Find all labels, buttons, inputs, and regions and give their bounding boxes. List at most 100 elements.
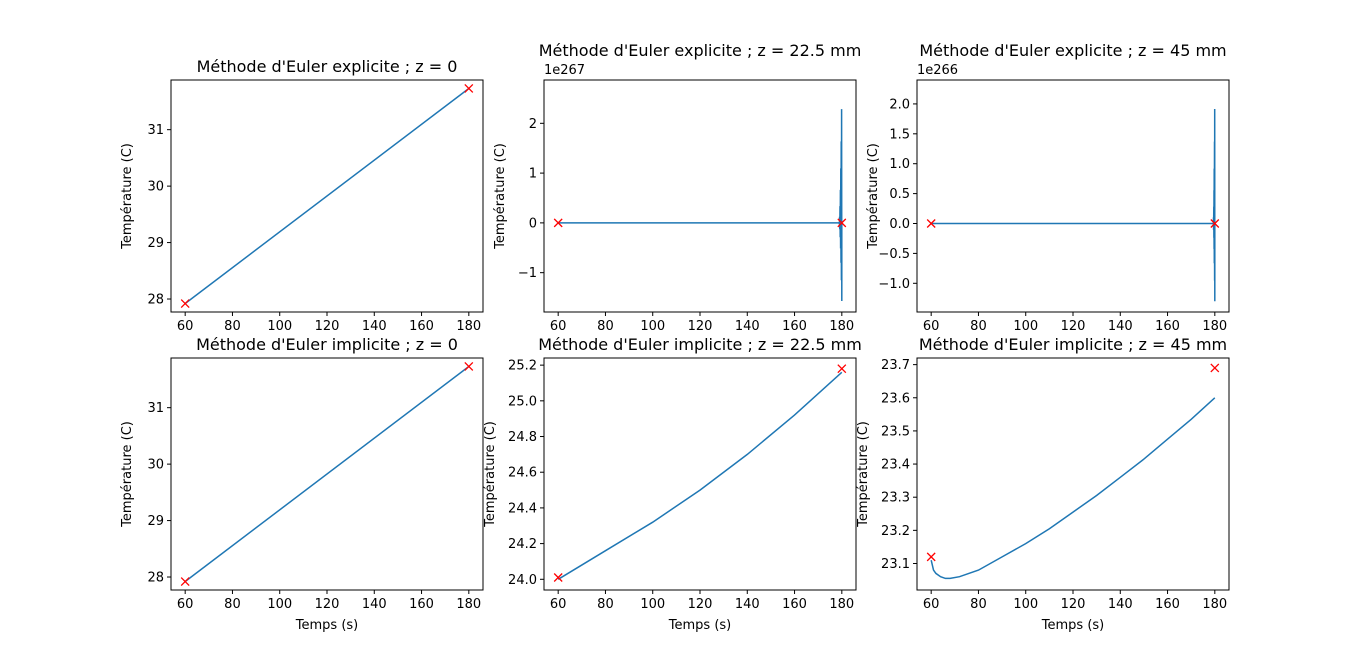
y-axis-label: Température (C)	[866, 143, 881, 250]
y-tick-label: 24.4	[508, 501, 537, 516]
y-tick-label: 1	[529, 167, 537, 182]
x-tick-label: 140	[735, 597, 760, 612]
data-marker-1	[553, 218, 563, 228]
y-tick-label: 2	[529, 117, 537, 132]
x-tick-label: 60	[177, 597, 194, 612]
x-tick-label: 120	[315, 597, 340, 612]
series-line	[558, 109, 843, 302]
x-tick-label: 140	[735, 319, 760, 334]
offset-text: 1e266	[917, 63, 958, 78]
series-line	[930, 397, 1216, 580]
data-marker-1	[180, 299, 190, 308]
data-marker-2	[464, 362, 474, 371]
chart-title: Méthode d'Euler implicite ; z = 45 mm	[919, 335, 1227, 354]
x-tick-label: 120	[1061, 319, 1086, 334]
y-tick-label: 0.0	[889, 217, 910, 232]
y-tick-label: 30	[147, 180, 164, 195]
y-axis-label: Température (C)	[483, 421, 498, 528]
x-tick-label: 140	[362, 319, 387, 334]
x-tick-label: 180	[1202, 597, 1227, 612]
x-tick-label: 160	[782, 597, 807, 612]
x-tick-label: 60	[923, 597, 940, 612]
data-marker-2	[1210, 219, 1220, 228]
axes-frame	[543, 79, 857, 313]
y-tick-label: 25.0	[508, 394, 537, 409]
y-tick-label: 30	[147, 458, 164, 473]
y-tick-label: 24.0	[508, 573, 537, 588]
x-tick-label: 140	[1108, 597, 1133, 612]
y-tick-label: 28	[147, 293, 164, 308]
chart-title: Méthode d'Euler explicite ; z = 45 mm	[919, 41, 1226, 60]
y-axis-label: Température (C)	[856, 421, 871, 528]
x-tick-label: 100	[1013, 319, 1038, 334]
data-marker-2	[837, 218, 847, 228]
x-tick-label: 140	[362, 597, 387, 612]
y-tick-label: 24.2	[508, 537, 537, 552]
subplot-1: 60 80 100 120 140 160 180 28 29 30 31 Méthode d'Eul…	[120, 57, 484, 334]
y-tick-label: 24.6	[508, 466, 537, 481]
y-axis-label: Température (C)	[120, 143, 135, 250]
x-tick-label: 180	[829, 319, 854, 334]
y-tick-label: 23.4	[881, 458, 910, 473]
offset-text: 1e267	[544, 63, 585, 78]
x-tick-label: 80	[970, 597, 987, 612]
data-marker-1	[180, 577, 190, 586]
x-tick-label: 160	[782, 319, 807, 334]
y-tick-label: 24.8	[508, 430, 537, 445]
x-axis-label: Temps (s)	[1041, 618, 1104, 633]
x-tick-label: 120	[315, 319, 340, 334]
data-marker-1	[553, 573, 563, 582]
y-tick-label: −1.0	[878, 277, 910, 292]
subplot-6: 60 80 100 120 140 160 180 23.1 23.2 23.3 23.4 23.5 2…	[856, 335, 1230, 633]
x-tick-label: 60	[177, 319, 194, 334]
x-tick-label: 80	[597, 597, 614, 612]
data-marker-1	[926, 552, 936, 562]
data-marker-2	[464, 84, 474, 93]
x-axis-label: Temps (s)	[668, 618, 731, 633]
x-axis-label: Temps (s)	[295, 618, 358, 633]
data-marker-2	[837, 364, 847, 374]
y-tick-label: 23.3	[881, 491, 910, 506]
y-tick-label: 0	[529, 216, 537, 231]
x-tick-label: 80	[597, 319, 614, 334]
data-marker-1	[926, 219, 936, 228]
x-tick-label: 60	[550, 319, 567, 334]
chart-title: Méthode d'Euler implicite ; z = 22.5 mm	[538, 335, 862, 354]
y-tick-label: 0.5	[889, 187, 910, 202]
y-tick-label: −0.5	[878, 247, 910, 262]
y-axis-label: Température (C)	[120, 421, 135, 528]
axes-frame	[916, 357, 1230, 591]
chart-title: Méthode d'Euler explicite ; z = 22.5 mm	[539, 41, 862, 60]
subplot-3: 60 80 100 120 140 160 180 −1.0 −0.5 0.0 0.5 1.0 1.5 2…	[866, 41, 1230, 334]
subplot-5: 60 80 100 120 140 160 180 24.0 24.2 24.4 24.6 24.8 2…	[483, 335, 862, 633]
y-tick-label: 28	[147, 571, 164, 586]
series-line	[184, 365, 470, 583]
subplot-4: 60 80 100 120 140 160 180 28 29 30 31 Méthode d'Eul…	[120, 335, 484, 633]
y-tick-label: 31	[147, 401, 164, 416]
y-tick-label: 31	[147, 123, 164, 138]
x-tick-label: 160	[1155, 319, 1180, 334]
y-tick-label: 2.0	[889, 97, 910, 112]
x-tick-label: 60	[550, 597, 567, 612]
x-tick-label: 100	[640, 319, 665, 334]
y-tick-label: 25.2	[508, 359, 537, 374]
y-tick-label: 23.2	[881, 524, 910, 539]
data-marker-2	[1210, 363, 1220, 373]
x-tick-label: 180	[456, 597, 481, 612]
axes-frame	[916, 79, 1230, 313]
y-tick-label: 29	[147, 514, 164, 529]
y-tick-label: 23.5	[881, 424, 910, 439]
subplot-2: 60 80 100 120 140 160 180 −1 0 1 2 1e267 Méthode d'E…	[493, 41, 861, 334]
x-tick-label: 180	[456, 319, 481, 334]
series-line	[931, 108, 1216, 302]
x-tick-label: 100	[640, 597, 665, 612]
x-tick-label: 140	[1108, 319, 1133, 334]
x-tick-label: 180	[829, 597, 854, 612]
y-tick-label: 29	[147, 236, 164, 251]
x-tick-label: 120	[688, 597, 713, 612]
x-tick-label: 80	[970, 319, 987, 334]
y-tick-label: 23.1	[881, 557, 910, 572]
y-tick-label: 23.7	[881, 358, 910, 373]
x-tick-label: 80	[224, 597, 241, 612]
